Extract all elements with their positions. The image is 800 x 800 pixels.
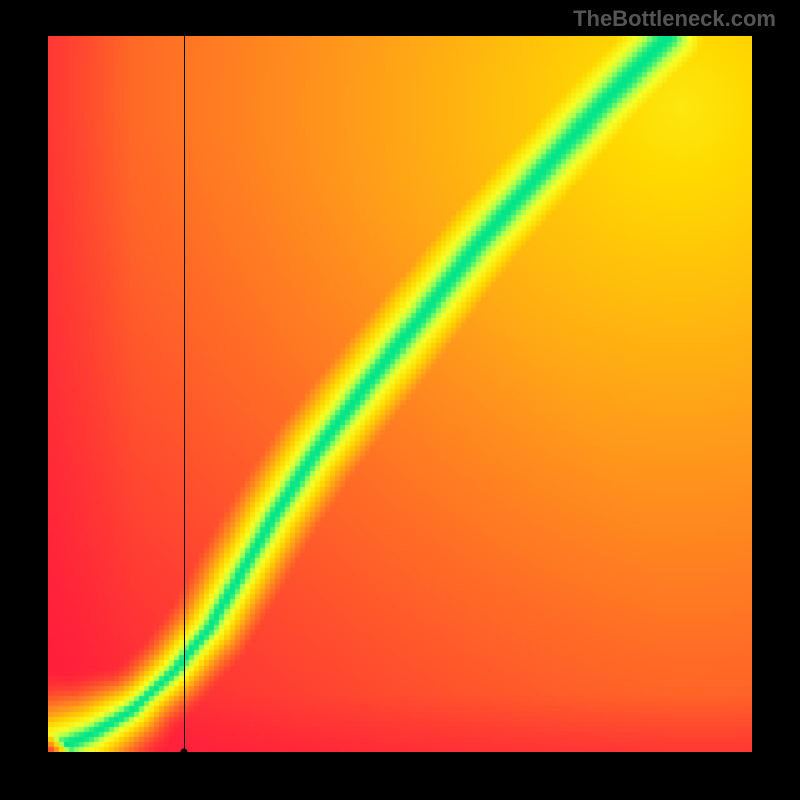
crosshair-marker-dot (180, 749, 187, 756)
crosshair-vertical-line (184, 36, 185, 752)
crosshair-horizontal-line (48, 752, 752, 753)
heatmap-canvas (48, 36, 752, 752)
heatmap-plot (48, 36, 752, 752)
watermark-text: TheBottleneck.com (573, 6, 776, 32)
